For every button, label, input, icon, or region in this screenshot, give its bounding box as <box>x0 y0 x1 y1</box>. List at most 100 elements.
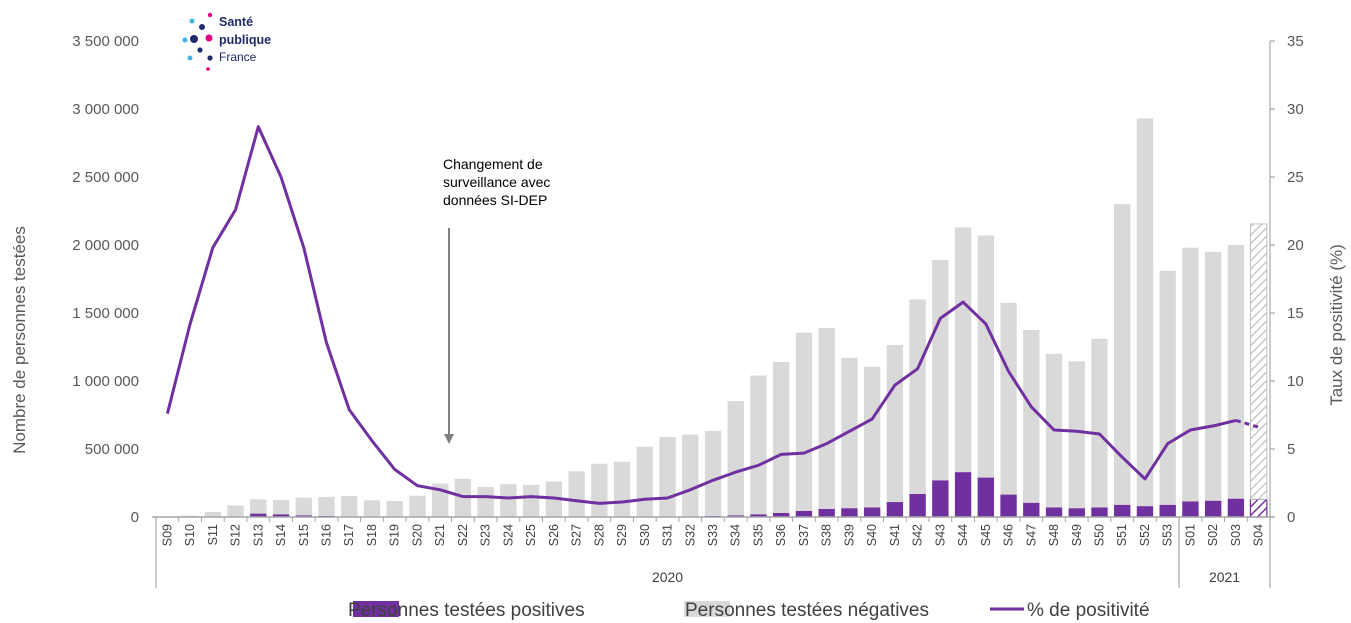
bar-negative-S43 <box>932 259 949 481</box>
bar-positive-S41 <box>886 502 904 517</box>
x-tick-label: S48 <box>1047 524 1061 546</box>
x-tick-label: S31 <box>661 524 675 546</box>
bar-negative-S28 <box>591 463 608 517</box>
legend: Personnes testées positives Personnes te… <box>348 600 1150 621</box>
bar-negative-S31 <box>659 437 676 517</box>
bar-negative-S52 <box>1136 118 1154 507</box>
x-tick-label: S23 <box>479 524 493 546</box>
annotation-line-2: surveillance avec <box>443 174 550 190</box>
bar-negative-S44 <box>954 227 972 473</box>
bar-negative-S25 <box>522 484 540 517</box>
bar-negative-S17 <box>341 495 358 517</box>
logo-line-1: Santé <box>219 15 253 29</box>
x-tick-label: S17 <box>342 524 356 546</box>
x-tick-label: S21 <box>433 524 447 546</box>
y2-tick-label: 5 <box>1287 441 1295 458</box>
y-tick-label: 1 000 000 <box>72 373 139 390</box>
bar-negative-S18 <box>363 500 381 517</box>
x-tick-label: S32 <box>683 524 697 546</box>
x-tick-label: S18 <box>365 524 379 546</box>
y2-tick-label: 15 <box>1287 305 1304 322</box>
x-tick-label: S15 <box>297 524 311 546</box>
bar-positive-S34 <box>727 515 744 517</box>
x-tick-label: S16 <box>320 524 334 546</box>
year-label-2020: 2020 <box>652 569 683 585</box>
x-tick-label: S19 <box>388 524 402 546</box>
x-tick-label: S11 <box>206 524 220 545</box>
y2-axis-title: Taux de positivité (%) <box>1327 244 1346 406</box>
x-tick-label: S03 <box>1229 524 1243 546</box>
positivity-line-provisional <box>1235 418 1260 429</box>
bar-positive-S50 <box>1091 507 1108 517</box>
bar-negative-S45 <box>977 235 995 478</box>
x-tick-label: S39 <box>842 524 856 546</box>
y-tick-label: 2 000 000 <box>72 237 139 254</box>
bar-negative-S29 <box>613 461 631 517</box>
axes: 0 500 000 1 000 000 1 500 000 2 000 000 2 500… <box>72 33 1304 588</box>
y-tick-label: 3 500 000 <box>72 33 139 50</box>
bar-negative-S41 <box>886 344 904 503</box>
x-tick-label: S20 <box>410 524 424 546</box>
bar-negative-S38 <box>818 327 835 509</box>
y2-tick-label: 10 <box>1287 373 1304 390</box>
x-tick-label: S30 <box>638 524 652 546</box>
bar-positive-S45 <box>977 477 995 517</box>
x-tick-label: S04 <box>1252 524 1266 546</box>
bar-positive-S14 <box>272 514 290 517</box>
bar-negative-S03 <box>1227 245 1245 499</box>
x-tick-label: S27 <box>570 524 584 546</box>
bar-positive-S52 <box>1136 506 1154 517</box>
logo-line-2: publique <box>219 33 271 47</box>
x-tick-label: S35 <box>751 524 765 546</box>
x-tick-label: S50 <box>1092 524 1106 546</box>
legend-swatch-positive <box>353 601 399 617</box>
x-tick-label: S14 <box>274 524 288 546</box>
y2-tick-label: 30 <box>1287 101 1304 118</box>
y-tick-label: 3 000 000 <box>72 101 139 118</box>
bar-negative-S53 <box>1159 270 1176 505</box>
x-tick-label: S02 <box>1206 524 1220 546</box>
bar-positive-S48 <box>1045 507 1063 517</box>
logo-line-3: France <box>219 50 257 64</box>
bar-negative-S50 <box>1091 338 1108 508</box>
bar-negative-S15 <box>295 497 312 516</box>
y2-tick-label: 0 <box>1287 509 1295 526</box>
y-tick-label: 1 500 000 <box>72 305 139 322</box>
bar-positive-S01 <box>1182 501 1199 517</box>
x-tick-label: S36 <box>774 524 788 546</box>
x-tick-label: S49 <box>1070 524 1084 546</box>
legend-swatch-negative <box>684 601 730 617</box>
x-tick-label: S38 <box>820 524 834 546</box>
bar-positive-S39 <box>841 508 858 517</box>
x-tick-label: S40 <box>865 524 879 546</box>
x-tick-label: S47 <box>1024 524 1038 546</box>
x-tick-label: S25 <box>524 524 538 546</box>
x-tick-label: S42 <box>911 524 925 546</box>
bar-positive-S40 <box>863 507 881 517</box>
x-tick-label: S44 <box>956 524 970 546</box>
y2-tick-label: 20 <box>1287 237 1304 254</box>
bar-negative-S51 <box>1114 204 1131 505</box>
bar-negative-S35 <box>750 375 767 515</box>
bar-negative-S49 <box>1068 361 1085 509</box>
y2-tick-label: 35 <box>1287 33 1304 50</box>
bar-positive-S51 <box>1114 504 1131 517</box>
x-tick-label: S09 <box>160 524 174 546</box>
x-tick-label: S26 <box>547 524 561 546</box>
x-tick-label: S34 <box>729 524 743 546</box>
x-tick-label: S12 <box>229 524 243 546</box>
bar-positive-S47 <box>1023 502 1040 517</box>
bar-negative-S04 <box>1249 223 1268 500</box>
annotation-line-1: Changement de <box>443 156 543 172</box>
x-tick-label: S13 <box>251 524 265 546</box>
year-label-2021: 2021 <box>1209 569 1240 585</box>
x-tick-label: S01 <box>1183 524 1197 546</box>
annotation-arrowhead <box>444 434 454 444</box>
legend-label-positive: Personnes testées positives <box>348 600 585 621</box>
x-tick-label: S22 <box>456 524 470 546</box>
x-tick-label: S37 <box>797 524 811 546</box>
annotation: Changement de surveillance avec données … <box>443 156 550 444</box>
legend-label-positivity: % de positivité <box>1027 600 1150 621</box>
bar-positive-S36 <box>773 512 790 517</box>
